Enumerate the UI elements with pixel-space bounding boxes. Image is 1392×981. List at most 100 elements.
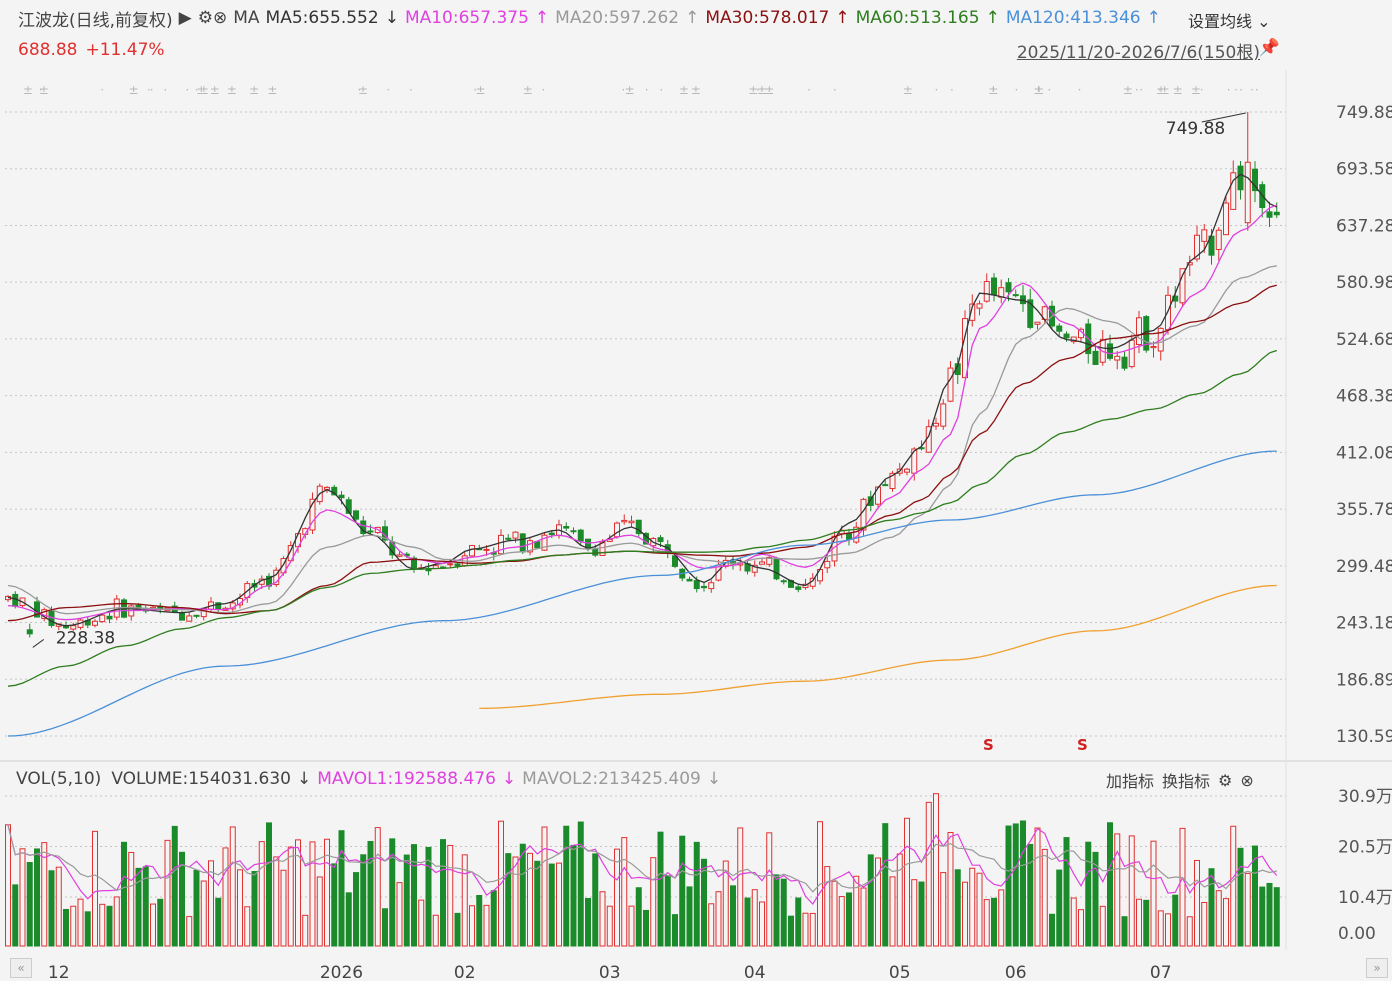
volume-bar (1172, 894, 1179, 947)
x-tick-label: 05 (889, 963, 911, 981)
candle-up (1179, 268, 1186, 304)
volume-bar (759, 901, 765, 947)
price-change: +11.47% (85, 40, 165, 60)
close-icon[interactable]: ⊗ (1240, 770, 1254, 790)
candle-down (657, 537, 664, 543)
volume-bar (92, 830, 98, 947)
mavol1-line (7, 824, 1278, 905)
event-marker-icon: ± (1191, 83, 1201, 97)
event-marker-icon: · (645, 83, 649, 97)
event-marker-icon: · (1250, 83, 1254, 97)
gear-icon[interactable]: ⚙ (197, 8, 213, 28)
add-indicator-button[interactable]: 加指标 (1106, 772, 1155, 791)
candle-down (701, 585, 707, 589)
candle-up (621, 519, 628, 523)
candle-down (991, 277, 997, 296)
volume-bar (1266, 882, 1273, 947)
volume-bar (1034, 827, 1041, 947)
volume-bar (730, 885, 736, 947)
volume-bar (389, 838, 396, 947)
gear-icon[interactable]: ⚙ (1218, 770, 1233, 790)
volume-bar (331, 863, 338, 947)
ma60-arrow: ↑ (985, 8, 1000, 28)
high-arrow (1201, 112, 1246, 123)
volume-bar (1092, 851, 1099, 947)
candle-up (309, 498, 316, 531)
volume-bar (795, 897, 802, 947)
volume-bar (911, 879, 918, 947)
ma5-arrow: ↓ (384, 8, 399, 28)
volume-bar (302, 914, 309, 947)
candle-up (396, 554, 403, 557)
event-marker-icon: · (1227, 83, 1231, 97)
set-ma-button[interactable]: 设置均线 ⌄ (1188, 8, 1271, 32)
event-marker-icon: · (39, 83, 43, 97)
volume-bar (505, 853, 512, 947)
volume-value: VOLUME:154031.630 (111, 769, 291, 789)
volume-bar (1056, 869, 1063, 947)
ma60-value: MA60:513.165 (855, 8, 980, 28)
y-tick-label: 468.38 (1336, 387, 1392, 407)
candle-up (933, 422, 939, 427)
ma10-line (7, 204, 1278, 621)
volume-bar (527, 852, 533, 947)
volume-bar (251, 870, 258, 947)
ma10-value: MA10:657.375 (404, 8, 529, 28)
volume-bar (1273, 887, 1280, 947)
volume-bar (70, 905, 77, 947)
volume-bar (1208, 868, 1215, 947)
event-marker-icon: · (150, 83, 154, 97)
volume-tools: 加指标 换指标 ⚙ ⊗ (1106, 768, 1254, 792)
candle-down (353, 510, 359, 520)
volume-bar (860, 887, 867, 947)
volume-bar (5, 824, 11, 947)
volume-bar (186, 916, 193, 947)
pin-icon[interactable]: 📌 (1258, 38, 1280, 58)
volume-bar (193, 869, 200, 947)
volume-bar (947, 831, 954, 947)
volume-bar (643, 909, 649, 947)
volume-bar (222, 847, 229, 947)
volume-bar (679, 835, 686, 947)
candle-up (976, 303, 983, 309)
volume-bar (577, 821, 584, 947)
play-triangle-icon[interactable]: ▶ (178, 8, 192, 28)
volume-bar (614, 848, 620, 947)
volume-bar (918, 881, 925, 947)
volume-bar (461, 854, 468, 947)
ma5-line (7, 173, 1278, 627)
candle-up (751, 564, 758, 573)
volume-bar (273, 856, 280, 947)
candle-down (577, 529, 584, 542)
close-icon[interactable]: ⊗ (213, 8, 228, 28)
volume-bar (26, 862, 33, 947)
date-range[interactable]: 2025/11/20-2026/7/6(150根) (1016, 43, 1260, 63)
candle-down (1266, 211, 1273, 218)
signal-s-icon: S (1077, 736, 1088, 754)
current-price: 688.88 (18, 40, 78, 60)
event-marker-icon: ± (249, 83, 259, 97)
candle-down (1063, 333, 1070, 339)
event-marker-icon: · (1139, 83, 1143, 97)
volume-bar (128, 851, 135, 947)
candle-down (686, 578, 693, 582)
ma5-value: MA5:655.552 (265, 8, 379, 28)
volume-bar (933, 793, 939, 947)
volume-bar (142, 866, 149, 947)
volume-bar (896, 853, 903, 947)
volume-bar (1252, 845, 1258, 947)
volume-bar (469, 905, 475, 947)
volume-bar (454, 912, 461, 947)
candle-down (846, 532, 852, 540)
volume-bar (360, 854, 367, 947)
volume-bar (425, 846, 432, 947)
event-marker-icon: · (386, 83, 390, 97)
event-marker-icon: · (195, 83, 199, 97)
volume-bar (635, 887, 642, 947)
scroll-left-button[interactable]: « (10, 958, 32, 978)
event-marker-icon: ± (475, 83, 485, 97)
switch-indicator-button[interactable]: 换指标 (1162, 772, 1211, 791)
volume-bar (12, 884, 19, 947)
scroll-right-button[interactable]: » (1366, 958, 1388, 978)
